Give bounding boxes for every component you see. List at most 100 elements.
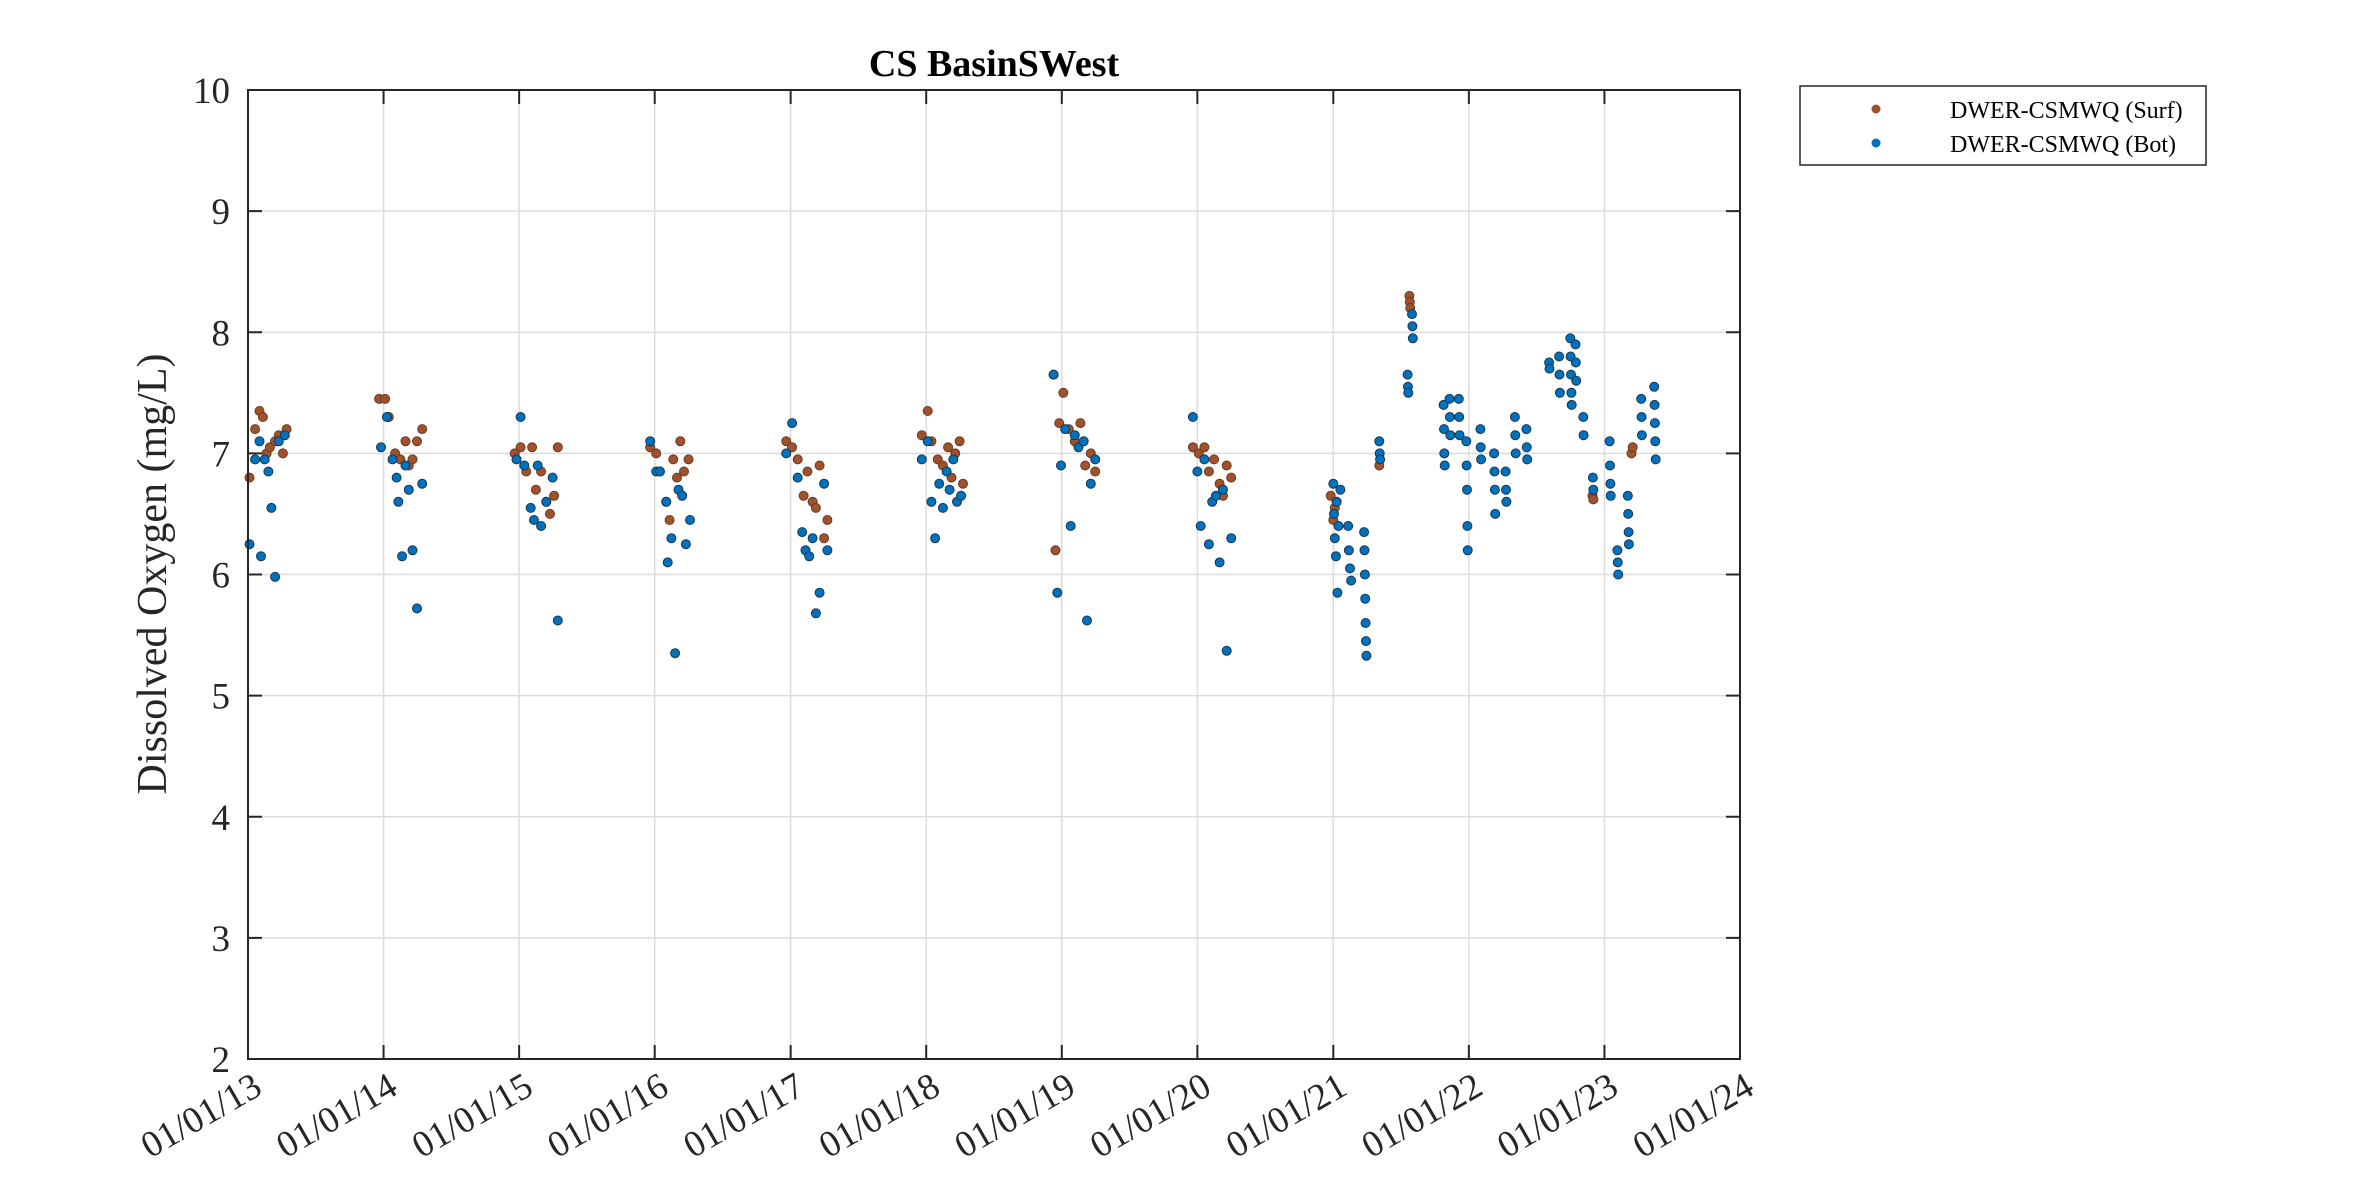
x-tick-label: 01/01/15 (405, 1065, 539, 1166)
y-tick-label: 8 (212, 313, 231, 354)
bot-data-point (1445, 430, 1456, 441)
bot-data-point (1438, 399, 1449, 410)
bot-data-point (407, 545, 418, 556)
surf-data-point (1058, 387, 1069, 398)
bot-data-point (529, 515, 539, 525)
surf-data-point (675, 436, 686, 447)
x-tick-label: 01/01/20 (1083, 1065, 1217, 1166)
bot-data-point (1374, 436, 1385, 447)
bot-data-point (1210, 490, 1221, 501)
bot-data-point (807, 533, 818, 544)
bot-data-point (1554, 351, 1565, 362)
bot-data-point (1521, 442, 1532, 453)
bot-data-point (1192, 466, 1203, 477)
surf-data-point (679, 466, 689, 477)
bot-data-point (1402, 369, 1413, 380)
surf-data-point (515, 442, 526, 453)
bot-data-point (1587, 472, 1598, 483)
y-tick-label: 5 (212, 677, 231, 718)
bot-data-point (1444, 412, 1455, 422)
surf-data-point (943, 442, 954, 453)
x-tick-label: 01/01/17 (677, 1065, 811, 1166)
bot-data-point (1578, 412, 1589, 422)
surf-data-point (400, 436, 411, 447)
legend: DWER-CSMWQ (Surf) DWER-CSMWQ (Bot) (1799, 85, 2207, 166)
bot-data-point (670, 648, 681, 659)
bot-data-point (654, 466, 665, 477)
bot-data-point (948, 454, 959, 465)
bot-data-point (922, 436, 933, 447)
bot-data-point (412, 603, 422, 614)
surf-data-point (1054, 418, 1065, 429)
surf-data-point (787, 442, 798, 453)
surf-data-point (814, 460, 825, 471)
bot-data-point (1439, 460, 1450, 471)
legend-box (1799, 85, 2207, 166)
bot-data-point (1407, 321, 1418, 332)
bot-data-point (1461, 436, 1472, 447)
bot-data-point (1604, 436, 1615, 447)
bot-data-point (685, 515, 695, 525)
bot-data-point (1453, 393, 1464, 404)
bot-data-point (1578, 430, 1589, 441)
bot-data-point (1649, 418, 1660, 429)
bot-data-point (1501, 496, 1512, 507)
y-axis-label: Dissolved Oxygen (mg/L) (130, 354, 176, 795)
surf-data-point (552, 442, 563, 453)
bot-data-point (1636, 393, 1647, 404)
bot-data-point (1439, 424, 1449, 435)
bot-data-point (1332, 587, 1343, 598)
bot-data-point (930, 533, 941, 544)
bot-data-point (819, 478, 830, 489)
bot-data-point (1403, 387, 1414, 398)
bot-data-point (1570, 357, 1581, 368)
bot-data-point (1649, 399, 1660, 410)
bot-data-point (1510, 448, 1521, 459)
legend-surf-marker (1871, 104, 1881, 114)
bot-data-point (1622, 490, 1633, 501)
bot-data-point (1544, 363, 1555, 374)
bot-data-point (1605, 460, 1615, 471)
bot-data-point (781, 448, 792, 459)
bot-data-point (1346, 575, 1357, 586)
grid-lines (248, 90, 1740, 1059)
x-tick-label: 01/01/14 (270, 1065, 404, 1166)
bot-data-point (1221, 645, 1232, 656)
surf-data-point (277, 448, 288, 459)
surf-data-point (1193, 448, 1204, 459)
bot-data-point (1489, 448, 1500, 459)
surf-data-point (1080, 460, 1091, 471)
bot-data-point (263, 466, 274, 477)
bot-data-point (1475, 424, 1486, 435)
bot-data-point (1566, 399, 1577, 410)
bot-data-point (1060, 424, 1071, 435)
bot-data-point (1566, 387, 1577, 398)
surf-data-point (1325, 490, 1336, 501)
bot-data-point (1048, 369, 1059, 380)
bot-data-point (1510, 430, 1521, 441)
bot-data-point (387, 454, 398, 465)
bot-data-point (1650, 436, 1661, 447)
bot-data-point (1195, 521, 1206, 531)
surf-data-point (651, 448, 662, 459)
bot-data-point (916, 454, 927, 465)
legend-bot-label: DWER-CSMWQ (Bot) (1950, 132, 2176, 158)
bot-data-point (1623, 508, 1634, 519)
bot-data-point (552, 615, 563, 626)
bot-data-point (1509, 412, 1520, 422)
surf-data-point (1627, 442, 1638, 453)
surf-data-point (412, 436, 422, 447)
bot-data-point (244, 539, 255, 550)
bot-data-point (1554, 387, 1565, 398)
surf-data-point (664, 515, 675, 525)
bot-data-point (403, 484, 414, 495)
bot-data-point (1082, 615, 1092, 626)
bot-data-point (250, 454, 261, 465)
y-tick-label: 3 (212, 919, 231, 960)
bot-data-point (1343, 545, 1354, 556)
bot-data-point (1361, 636, 1371, 647)
bot-data-point (1090, 454, 1101, 465)
x-tick-label: 01/01/22 (1355, 1065, 1489, 1166)
bot-data-point (536, 521, 547, 531)
surf-data-point (545, 508, 555, 519)
